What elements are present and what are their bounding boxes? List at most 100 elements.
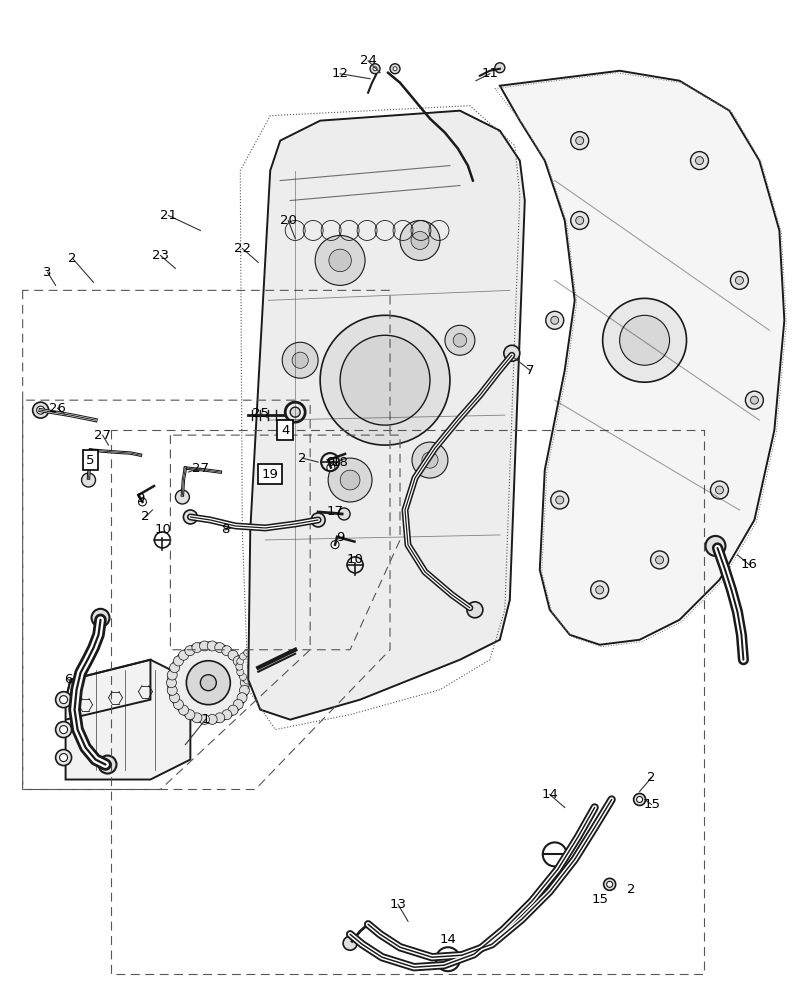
Circle shape [191, 713, 202, 723]
Circle shape [590, 581, 608, 599]
Circle shape [290, 407, 300, 417]
Circle shape [191, 643, 202, 653]
Circle shape [410, 231, 428, 249]
Circle shape [55, 750, 71, 766]
Circle shape [328, 249, 351, 272]
Text: 24: 24 [359, 54, 376, 67]
Text: 10: 10 [346, 553, 363, 566]
Circle shape [169, 693, 179, 703]
Circle shape [214, 713, 225, 723]
Circle shape [243, 649, 251, 656]
Text: 23: 23 [152, 249, 169, 262]
Circle shape [633, 793, 645, 805]
Circle shape [221, 646, 231, 656]
Circle shape [714, 486, 723, 494]
Circle shape [240, 678, 250, 688]
Text: 20: 20 [280, 214, 296, 227]
Circle shape [178, 650, 188, 660]
Circle shape [744, 391, 762, 409]
Circle shape [595, 586, 603, 594]
Circle shape [340, 335, 430, 425]
Circle shape [254, 679, 261, 686]
Circle shape [282, 342, 318, 378]
Text: 26: 26 [49, 402, 66, 415]
Text: 5: 5 [86, 454, 95, 467]
Circle shape [393, 67, 397, 71]
Circle shape [183, 510, 197, 524]
Circle shape [735, 276, 743, 284]
Polygon shape [248, 111, 524, 720]
Circle shape [372, 67, 376, 71]
Circle shape [264, 653, 271, 660]
Circle shape [267, 669, 273, 676]
Circle shape [337, 508, 350, 520]
Circle shape [239, 670, 249, 680]
Circle shape [466, 602, 483, 618]
Text: 11: 11 [481, 67, 498, 80]
Circle shape [200, 641, 209, 651]
Circle shape [221, 710, 231, 720]
Text: 21: 21 [160, 209, 177, 222]
Circle shape [243, 677, 251, 684]
Text: 2: 2 [68, 252, 77, 265]
Text: 15: 15 [590, 893, 607, 906]
Text: 9: 9 [136, 492, 144, 505]
Circle shape [178, 705, 188, 715]
Text: 22: 22 [234, 242, 251, 255]
Text: 6: 6 [64, 673, 73, 686]
Text: 2: 2 [646, 771, 655, 784]
Circle shape [311, 513, 324, 527]
Circle shape [503, 345, 519, 361]
Circle shape [268, 663, 274, 670]
Circle shape [237, 663, 247, 673]
Circle shape [139, 498, 146, 506]
Circle shape [343, 936, 357, 950]
Text: 12: 12 [331, 67, 348, 80]
Circle shape [233, 699, 243, 709]
Circle shape [228, 705, 238, 715]
Circle shape [200, 675, 216, 691]
Circle shape [174, 699, 183, 709]
Circle shape [187, 661, 230, 705]
Text: 2: 2 [298, 452, 306, 465]
Circle shape [235, 663, 242, 670]
Circle shape [200, 714, 209, 724]
Circle shape [260, 677, 266, 684]
Circle shape [239, 653, 247, 660]
Circle shape [249, 679, 255, 686]
Circle shape [422, 452, 437, 468]
Circle shape [175, 490, 189, 504]
Circle shape [207, 641, 217, 651]
Circle shape [248, 660, 262, 674]
Circle shape [267, 658, 273, 665]
Circle shape [545, 311, 563, 329]
Circle shape [214, 643, 225, 653]
Circle shape [650, 551, 667, 569]
Circle shape [749, 396, 757, 404]
Circle shape [239, 673, 247, 680]
Circle shape [32, 402, 49, 418]
Circle shape [239, 685, 249, 695]
Circle shape [654, 556, 663, 564]
Circle shape [237, 649, 272, 685]
Circle shape [710, 481, 727, 499]
Circle shape [36, 406, 45, 414]
Circle shape [59, 696, 67, 704]
Circle shape [167, 685, 177, 695]
Text: 16: 16 [740, 558, 757, 571]
Circle shape [570, 211, 588, 229]
Circle shape [237, 693, 247, 703]
Text: 14: 14 [541, 788, 557, 801]
Circle shape [55, 692, 71, 708]
Circle shape [636, 796, 642, 802]
Circle shape [328, 458, 371, 502]
Circle shape [185, 646, 195, 656]
Circle shape [81, 473, 96, 487]
Circle shape [340, 470, 359, 490]
Text: 1: 1 [201, 713, 209, 726]
Circle shape [174, 656, 183, 666]
Circle shape [606, 881, 611, 887]
Text: 9: 9 [325, 456, 334, 469]
Circle shape [320, 315, 449, 445]
Polygon shape [66, 660, 190, 780]
